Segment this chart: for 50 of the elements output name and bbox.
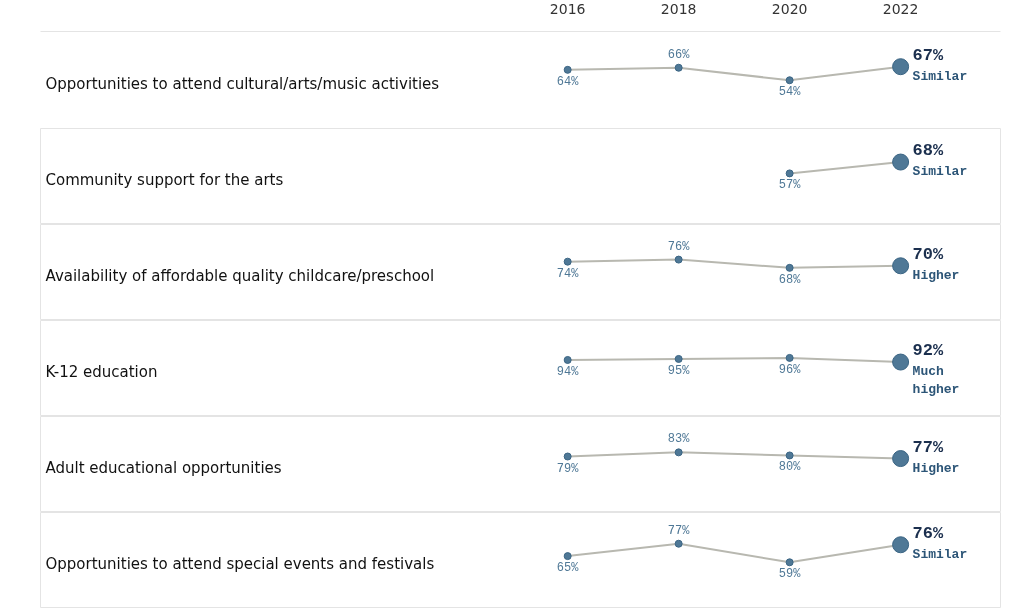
- annotation: Similar: [912, 164, 968, 180]
- annotation: Similar: [912, 546, 968, 562]
- data-label: 68%: [778, 272, 802, 287]
- data-label: 77%: [912, 437, 945, 457]
- point: [563, 257, 572, 266]
- text: Opportunities to attend special events and festivals: [45, 555, 435, 574]
- data-label: 68%: [912, 141, 945, 161]
- point: [674, 539, 683, 548]
- annotation: Similar: [912, 68, 968, 84]
- text: Community support for the arts: [45, 171, 284, 190]
- point: [563, 65, 572, 74]
- point: [785, 76, 794, 85]
- x-tick-label: 2016: [549, 0, 586, 17]
- data-label: 66%: [667, 47, 691, 62]
- point: [674, 63, 683, 72]
- data-label: 96%: [778, 362, 802, 377]
- point: [785, 558, 794, 567]
- data-label: 54%: [778, 85, 802, 100]
- data-label: 92%: [912, 341, 945, 361]
- point: [785, 451, 794, 460]
- data-label: 74%: [556, 266, 580, 281]
- x-tick-label: 2020: [771, 0, 808, 17]
- x-tick-label: 2022: [882, 0, 919, 17]
- data-label: 70%: [912, 244, 945, 264]
- data-label: 95%: [667, 363, 691, 378]
- text: Availability of affordable quality childcare/preschool: [45, 267, 435, 286]
- data-label: 67%: [912, 45, 945, 65]
- data-label: 65%: [556, 561, 580, 576]
- data-label: 79%: [556, 461, 580, 476]
- data-label: 80%: [778, 460, 802, 475]
- data-label: 94%: [556, 364, 580, 379]
- point: [674, 255, 683, 264]
- data-label: 64%: [556, 74, 580, 89]
- data-label: 57%: [778, 178, 802, 193]
- text: Opportunities to attend cultural/arts/music activities: [45, 74, 440, 93]
- text: Much higher: [912, 364, 960, 398]
- data-label: 83%: [667, 432, 691, 447]
- data-label: 76%: [667, 239, 691, 254]
- text: Adult educational opportunities: [45, 459, 282, 478]
- chart-title: K-12 education: [45, 363, 158, 382]
- point: [785, 263, 794, 272]
- point: [563, 452, 572, 461]
- point: [563, 552, 572, 561]
- x-tick-label: 2018: [660, 0, 697, 17]
- point: [674, 448, 683, 457]
- annotation: Higher: [912, 267, 960, 283]
- text: Higher: [912, 460, 960, 476]
- data-label: 77%: [667, 523, 691, 538]
- data-label: 59%: [778, 567, 802, 582]
- data-label: 76%: [912, 523, 945, 543]
